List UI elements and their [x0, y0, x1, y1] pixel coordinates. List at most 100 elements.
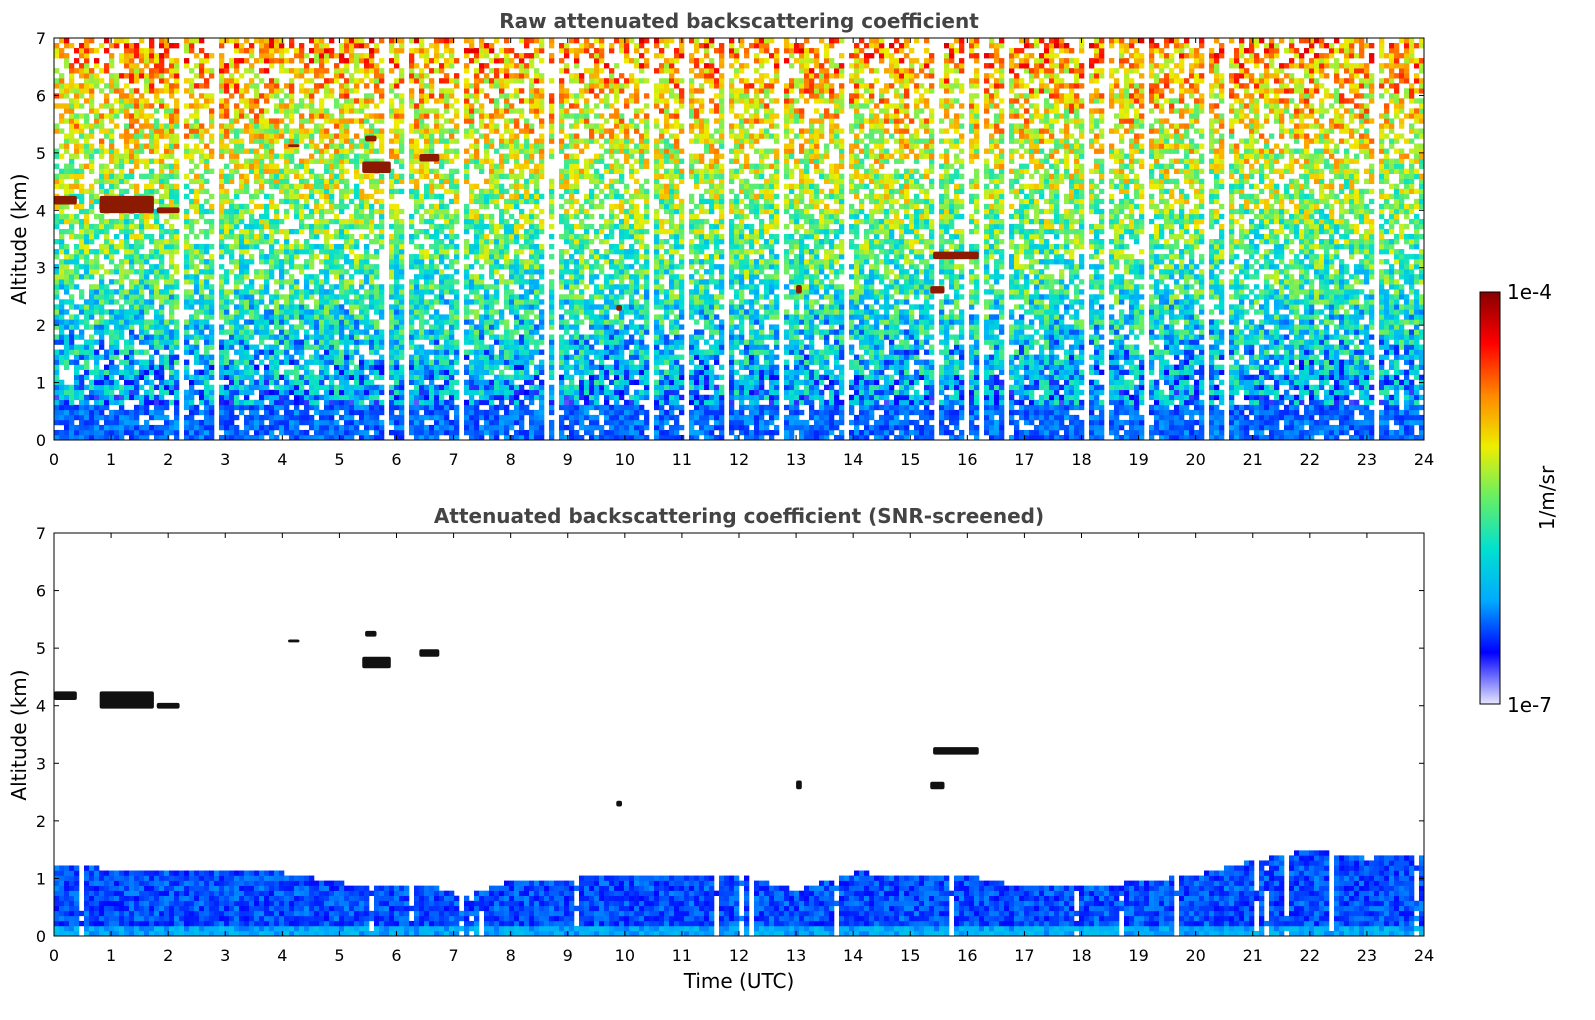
heatmap-cell — [344, 409, 350, 416]
heatmap-cell — [299, 264, 305, 270]
heatmap-cell — [374, 63, 380, 69]
heatmap-cell — [149, 148, 155, 154]
heatmap-cell — [414, 314, 420, 320]
heatmap-cell — [379, 399, 385, 406]
heatmap-cell — [379, 208, 385, 215]
heatmap-cell — [419, 193, 425, 200]
heatmap-cell — [394, 424, 400, 431]
heatmap-cell — [99, 103, 105, 109]
heatmap-cell — [294, 369, 300, 375]
heatmap-cell — [474, 309, 480, 315]
heatmap-cell — [134, 53, 140, 59]
heatmap-cell — [169, 369, 175, 375]
heatmap-cell — [164, 434, 170, 440]
heatmap-cell — [284, 108, 290, 114]
heatmap-cell — [124, 128, 130, 134]
heatmap-cell — [59, 93, 65, 99]
heatmap-cell — [369, 178, 375, 185]
heatmap-cell — [274, 309, 280, 315]
heatmap-cell — [64, 148, 70, 154]
heatmap-cell — [279, 399, 285, 406]
heatmap-cell — [99, 153, 105, 159]
heatmap-cell — [454, 233, 460, 240]
heatmap-cell — [109, 249, 115, 255]
heatmap-cell — [134, 63, 140, 69]
heatmap-cell — [464, 269, 470, 275]
heatmap-cell — [449, 244, 455, 250]
heatmap-cell — [319, 158, 325, 164]
heatmap-cell — [194, 203, 200, 210]
heatmap-cell — [374, 404, 380, 411]
heatmap-cell — [134, 404, 140, 411]
heatmap-cell — [479, 244, 485, 250]
heatmap-cell — [204, 163, 210, 169]
heatmap-cell — [164, 68, 170, 74]
heatmap-cell — [114, 223, 120, 230]
heatmap-cell — [149, 73, 155, 79]
heatmap-cell — [454, 339, 460, 345]
heatmap-cell — [69, 128, 75, 134]
heatmap-cell — [354, 203, 360, 210]
heatmap-cell — [219, 228, 225, 235]
heatmap-cell — [479, 168, 485, 174]
heatmap-cell — [259, 93, 265, 99]
heatmap-cell — [304, 78, 310, 84]
heatmap-cell — [79, 384, 85, 391]
heatmap-cell — [469, 143, 475, 149]
heatmap-cell — [489, 78, 495, 84]
heatmap-cell — [144, 374, 150, 381]
heatmap-cell — [269, 128, 275, 134]
heatmap-cell — [184, 339, 190, 345]
heatmap-cell — [99, 384, 105, 391]
heatmap-cell — [129, 68, 135, 74]
heatmap-cell — [399, 379, 405, 386]
heatmap-cell — [379, 404, 385, 411]
heatmap-cell — [414, 374, 420, 381]
heatmap-cell — [94, 48, 100, 54]
heatmap-cell — [489, 354, 495, 360]
heatmap-cell — [494, 419, 500, 426]
heatmap-cell — [504, 424, 510, 431]
heatmap-cell — [224, 193, 230, 200]
heatmap-cell — [369, 399, 375, 406]
heatmap-cell — [424, 389, 430, 396]
heatmap-cell — [104, 68, 110, 74]
heatmap-cell — [339, 369, 345, 375]
heatmap-cell — [59, 153, 65, 159]
heatmap-cell — [264, 254, 270, 260]
heatmap-cell — [414, 178, 420, 185]
heatmap-cell — [109, 394, 115, 401]
heatmap-cell — [449, 299, 455, 305]
heatmap-cell — [219, 369, 225, 375]
heatmap-cell — [499, 279, 505, 285]
heatmap-cell — [209, 374, 215, 381]
heatmap-cell — [494, 244, 500, 250]
heatmap-cell — [319, 73, 325, 79]
heatmap-cell — [69, 173, 75, 179]
heatmap-cell — [279, 98, 285, 104]
heatmap-cell — [424, 254, 430, 260]
heatmap-cell — [194, 244, 200, 250]
heatmap-cell — [289, 58, 295, 64]
heatmap-cell — [74, 389, 80, 396]
heatmap-cell — [359, 419, 365, 426]
heatmap-cell — [244, 83, 250, 89]
heatmap-cell — [344, 289, 350, 295]
heatmap-cell — [474, 198, 480, 205]
heatmap-cell — [199, 158, 205, 164]
heatmap-cell — [499, 389, 505, 396]
heatmap-cell — [314, 43, 320, 49]
heatmap-cell — [339, 244, 345, 250]
heatmap-cell — [419, 379, 425, 386]
heatmap-cell — [159, 434, 165, 440]
heatmap-cell — [364, 63, 370, 69]
heatmap-cell — [94, 254, 100, 260]
heatmap-cell — [59, 103, 65, 109]
heatmap-cell — [149, 113, 155, 119]
heatmap-cell — [494, 198, 500, 205]
heatmap-cell — [164, 88, 170, 94]
heatmap-cell — [119, 103, 125, 109]
heatmap-cell — [189, 168, 195, 174]
heatmap-cell — [114, 299, 120, 305]
heatmap-cell — [254, 153, 260, 159]
